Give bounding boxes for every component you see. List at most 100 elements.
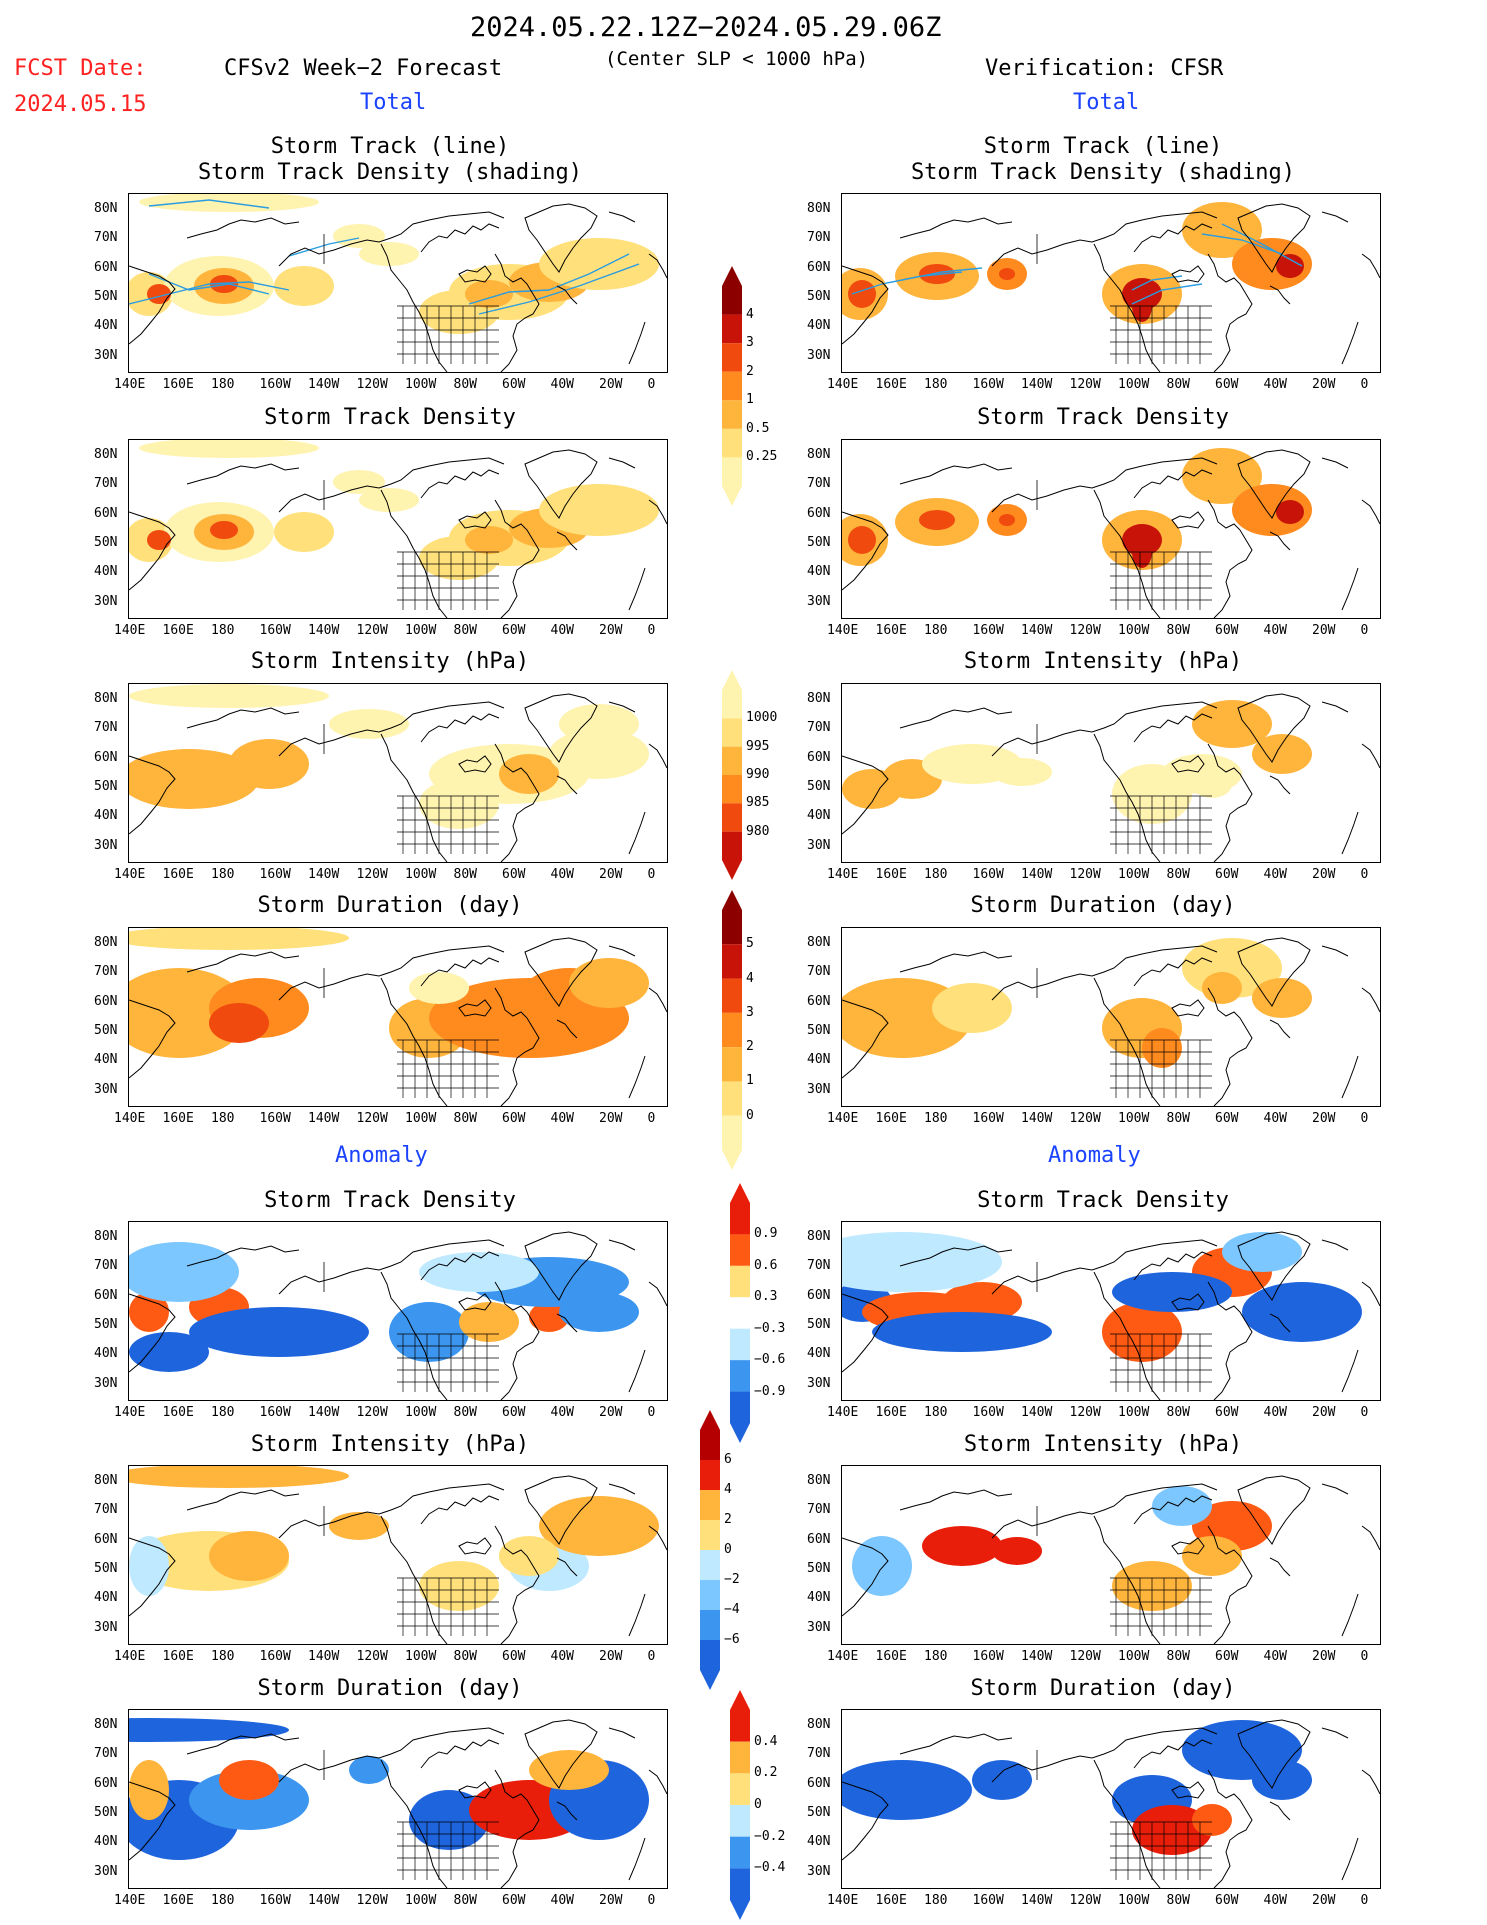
lon-tick-label: 140E [827,1111,859,1126]
lon-tick-label: 160W [972,1893,1004,1908]
shaded-region [129,1718,289,1742]
lon-tick-label: 0 [1360,867,1369,882]
shaded-region [872,1312,1052,1352]
map-panel-verification-dens: 80N 70N 60N 50N 40N 30N 140E 160E 180 160W 140W 120… [807,439,1381,638]
lon-tick-label: 180 [924,1649,948,1664]
lon-tick-label: 140E [114,1111,146,1126]
lat-tick-label: 40N [94,564,118,580]
lon-tick-label: 40W [550,1111,574,1126]
lon-tick-label: 160E [875,867,907,882]
lat-tick-label: 70N [807,1502,831,1518]
lon-tick-label: 160E [875,1893,907,1908]
lon-tick-label: 60W [1215,1111,1239,1126]
lon-tick-label: 180 [211,867,235,882]
shaded-region [972,1760,1032,1800]
map-svg [129,928,667,1106]
lon-tick-label: 140W [1021,377,1053,392]
lon-tick-label: 140W [308,1405,340,1420]
lat-tick-label: 50N [807,1804,831,1820]
lon-tick-label: 80W [1166,623,1190,638]
lat-tick-label: 80N [94,1473,118,1488]
shaded-region [274,266,334,306]
lon-tick-label: 0 [1360,1649,1369,1664]
lat-tick-label: 30N [94,1375,118,1391]
lon-tick-label: 80W [1166,1405,1190,1420]
shaded-region [1192,700,1272,748]
lat-tick-label: 40N [807,1590,831,1606]
lon-tick-label: 140W [1021,1405,1053,1420]
lon-tick-label: 160E [875,1405,907,1420]
shaded-region [569,958,649,1008]
lon-tick-label: 120W [356,623,388,638]
lon-tick-label: 140W [1021,1649,1053,1664]
shaded-region [999,268,1015,280]
lon-tick-label: 120W [1069,1111,1101,1126]
lon-tick-label: 100W [1118,1893,1150,1908]
lon-tick-label: 180 [924,1405,948,1420]
lat-tick-label: 50N [807,1022,831,1038]
lon-tick-label: 20W [1312,377,1336,392]
panel-title-track-density-shading-left: Storm Track Density (shading) [197,160,583,185]
lon-tick-label: 0 [647,867,656,882]
shaded-region [419,1252,539,1292]
lon-tick-label: 0 [647,623,656,638]
lon-tick-label: 160E [875,377,907,392]
shaded-region [529,1302,569,1332]
lon-tick-label: 120W [356,867,388,882]
lat-tick-label: 60N [807,1775,831,1791]
lon-tick-label: 180 [211,1893,235,1908]
lat-tick-label: 30N [94,593,118,609]
colorbar-tick-label: 1000 [746,710,778,726]
lon-tick-label: 0 [647,1649,656,1664]
shaded-region [210,521,238,539]
colorbar-tick-label: 2 [746,1039,754,1055]
shaded-region [465,526,513,554]
lat-tick-label: 30N [94,837,118,853]
map-panel-verification-dur: 80N 70N 60N 50N 40N 30N 140E 160E 180 160W 140W 120… [807,927,1381,1126]
lat-tick-label: 60N [94,749,118,765]
shaded-region [539,484,659,536]
map-panel-forecast-dur-anomaly: 80N 70N 60N 50N 40N 30N 140E 160E 180 160W 140W 120… [94,1709,668,1908]
lon-tick-label: 140E [114,377,146,392]
map-plot-area [841,927,1381,1107]
lon-tick-label: 160E [162,1649,194,1664]
total-label-right: Total [1073,90,1140,115]
shaded-region [409,1790,489,1850]
lat-tick-label: 80N [94,201,118,216]
lon-tick-label: 80W [453,1111,477,1126]
lat-tick-label: 30N [94,1081,118,1097]
lat-tick-label: 60N [94,1531,118,1547]
lon-tick-label: 40W [1263,1649,1287,1664]
lon-tick-label: 160E [162,377,194,392]
shaded-region [1202,972,1242,1004]
lat-tick-label: 80N [94,1229,118,1244]
map-plot-area [128,1465,668,1645]
shaded-region [848,526,876,554]
map-svg [129,684,667,862]
lon-tick-label: 40W [1263,1111,1287,1126]
lon-tick-label: 140E [114,623,146,638]
lat-tick-label: 30N [807,1863,831,1879]
shaded-region [549,729,649,779]
lon-tick-label: 160W [259,1111,291,1126]
lat-tick-label: 50N [94,288,118,304]
shaded-region [1222,1232,1302,1272]
date-range-title: 2024.05.22.12Z−2024.05.29.06Z [470,12,942,43]
colorbar-tick-label: 0.2 [754,1765,778,1781]
shaded-region [274,512,334,552]
lon-tick-label: 100W [405,1893,437,1908]
shaded-region [1252,734,1312,774]
panel-title-density-right: Storm Track Density [977,405,1229,430]
lon-tick-label: 140W [1021,867,1053,882]
lon-tick-label: 20W [1312,1405,1336,1420]
colorbar-tick-label: 3 [746,335,754,351]
lat-tick-label: 60N [807,1287,831,1303]
lon-tick-label: 120W [1069,1649,1101,1664]
storm-track-line [148,199,270,209]
lon-tick-label: 40W [1263,1893,1287,1908]
map-plot-area [841,1465,1381,1645]
lat-tick-label: 50N [807,288,831,304]
lon-tick-label: 20W [1312,1649,1336,1664]
shaded-region [129,1242,239,1302]
lon-tick-label: 160E [162,867,194,882]
